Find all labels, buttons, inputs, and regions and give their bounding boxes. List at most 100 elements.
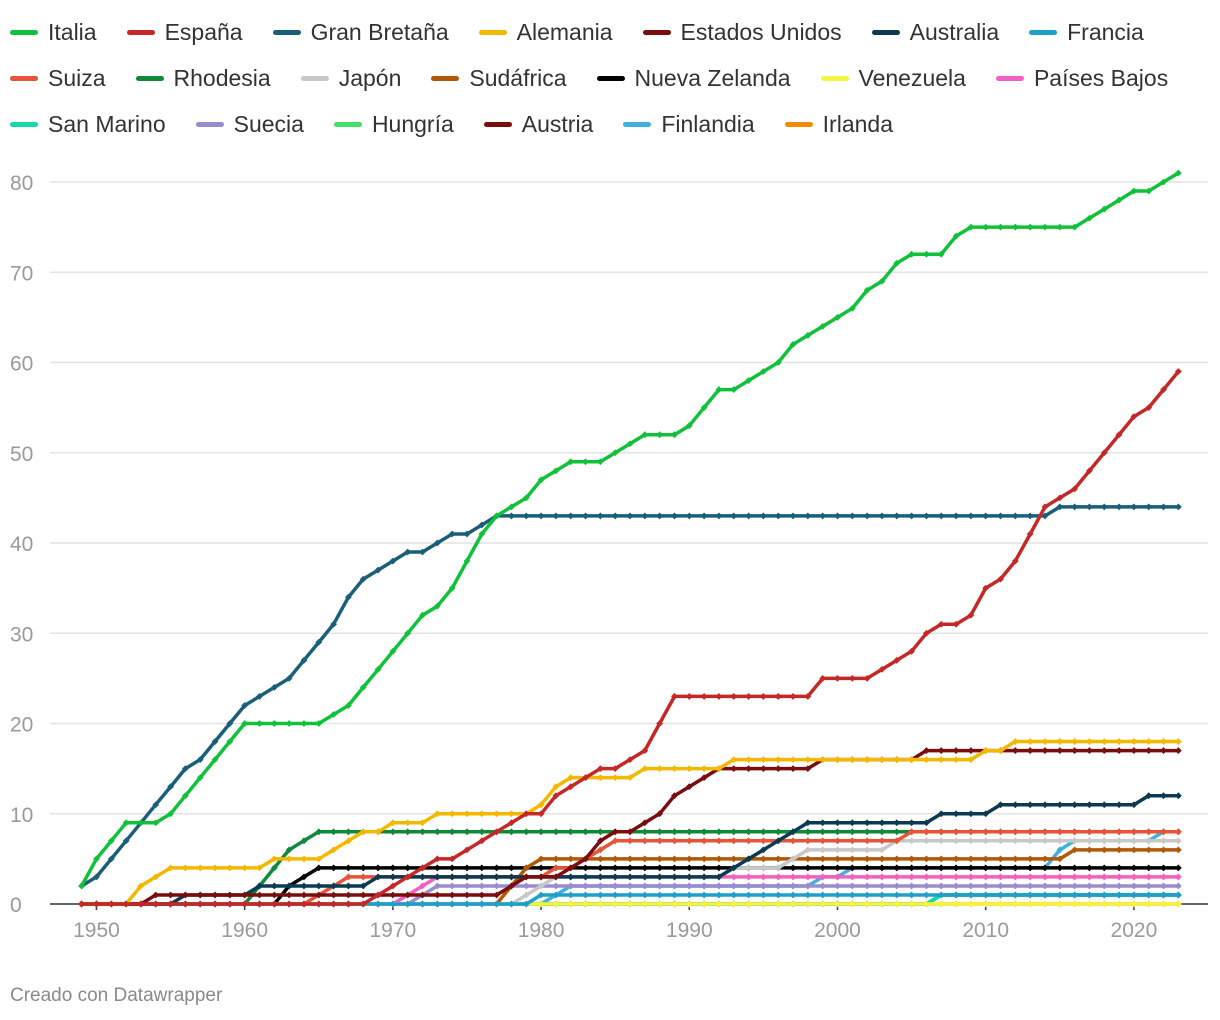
data-point [967, 223, 975, 231]
data-point [567, 882, 575, 890]
series-0 [78, 169, 1182, 890]
data-point [774, 864, 782, 872]
data-point [137, 819, 145, 827]
data-point [552, 792, 560, 800]
data-point [1174, 828, 1182, 836]
data-point [448, 584, 456, 592]
data-point [1130, 187, 1138, 195]
data-point [1086, 214, 1093, 222]
data-point [671, 864, 678, 872]
data-point [419, 548, 426, 556]
data-point [611, 864, 619, 872]
data-point [478, 873, 486, 881]
data-point [937, 837, 945, 845]
data-point [611, 512, 619, 520]
series-line [79, 369, 1181, 906]
data-point [1041, 855, 1049, 863]
data-point [656, 512, 664, 520]
data-point [789, 828, 797, 836]
data-point [804, 882, 812, 890]
data-point [641, 819, 649, 827]
data-point [419, 864, 426, 872]
data-point [804, 828, 812, 836]
data-point [211, 891, 219, 899]
data-point [952, 873, 960, 881]
data-point [537, 855, 545, 863]
data-point [671, 512, 678, 520]
data-point [789, 341, 797, 348]
data-point [567, 855, 575, 863]
data-point [759, 512, 767, 520]
data-point [241, 900, 249, 908]
data-point [1174, 873, 1182, 881]
data-point [1174, 368, 1182, 375]
data-point [908, 891, 915, 899]
data-point [582, 774, 589, 782]
data-point [789, 873, 797, 881]
data-point [285, 846, 293, 854]
data-point [404, 891, 412, 899]
legend-swatch [478, 29, 507, 35]
data-point [1100, 864, 1108, 872]
data-point [315, 828, 323, 836]
data-point [715, 873, 723, 881]
gridlines [50, 181, 1208, 815]
data-point [834, 837, 841, 845]
data-point [952, 756, 960, 763]
data-point [137, 900, 145, 908]
data-point [1011, 900, 1019, 908]
data-point [774, 512, 782, 520]
y-tick-label: 80 [10, 172, 33, 195]
data-point [493, 900, 501, 908]
data-point [774, 891, 782, 899]
data-point [152, 891, 160, 899]
data-point [241, 864, 249, 872]
data-point [863, 873, 871, 881]
data-point [700, 774, 708, 782]
data-point [93, 855, 100, 863]
data-point [908, 855, 915, 863]
data-point [1145, 837, 1153, 845]
data-point [522, 891, 530, 899]
data-point [493, 873, 501, 881]
data-point [448, 882, 456, 890]
data-point [1026, 873, 1034, 881]
data-point [967, 837, 975, 845]
data-point [1026, 900, 1034, 908]
data-point [878, 828, 886, 836]
data-point [1041, 512, 1049, 520]
data-point [759, 368, 767, 375]
data-point [626, 828, 634, 836]
data-point [389, 557, 397, 565]
data-point [878, 665, 886, 673]
data-point [211, 864, 219, 872]
data-point [256, 720, 263, 727]
data-point [700, 404, 708, 412]
data-point [789, 900, 797, 908]
data-point [671, 855, 678, 863]
data-point [937, 828, 945, 836]
data-point [1011, 837, 1019, 845]
data-point [1056, 873, 1064, 881]
data-point [596, 765, 604, 773]
legend-item: Sudáfrica [431, 58, 567, 98]
data-point [848, 891, 856, 899]
data-point [1086, 503, 1093, 511]
data-point [582, 458, 589, 466]
data-point [152, 873, 160, 881]
data-point [700, 864, 708, 872]
data-point [1041, 900, 1049, 908]
data-point [1056, 882, 1064, 890]
data-point [834, 864, 841, 872]
y-tick-label: 0 [10, 894, 22, 917]
data-point [937, 864, 945, 872]
data-point [967, 747, 975, 754]
data-point [774, 900, 782, 908]
data-point [804, 891, 812, 899]
data-point [848, 855, 856, 863]
data-point [522, 512, 530, 520]
data-point [374, 891, 382, 899]
data-point [537, 828, 545, 836]
data-point [759, 882, 767, 890]
data-point [1026, 882, 1034, 890]
